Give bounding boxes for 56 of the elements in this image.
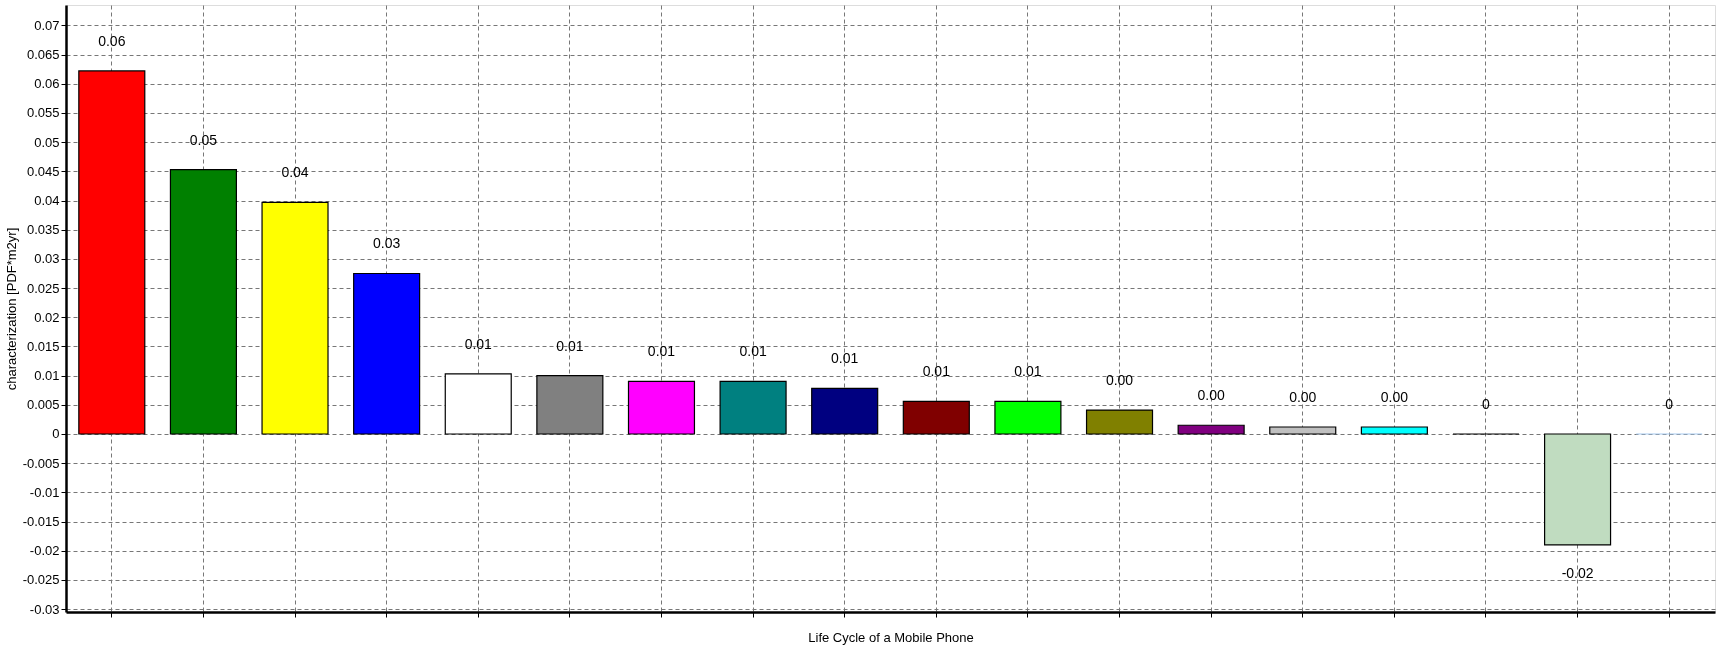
data-label: 0.06 xyxy=(98,32,126,49)
data-label: 0.01 xyxy=(922,363,951,380)
y-tick-label: -0.005 xyxy=(22,455,60,471)
y-tick-label: 0.045 xyxy=(26,163,60,179)
y-tick-label: 0.07 xyxy=(34,17,60,33)
y-tick-label: 0 xyxy=(52,426,60,442)
y-tick-label: 0.065 xyxy=(26,47,60,63)
bar xyxy=(1544,433,1612,546)
y-tick-label: -0.025 xyxy=(22,572,60,588)
bar xyxy=(1269,426,1337,435)
y-tick-label: 0.04 xyxy=(34,193,60,209)
bar xyxy=(353,272,421,435)
data-label: -0.02 xyxy=(1561,564,1594,581)
bar xyxy=(1177,424,1245,435)
y-tick-label: -0.015 xyxy=(22,514,60,530)
data-label: 0.01 xyxy=(739,343,767,360)
data-label: 0.01 xyxy=(831,350,859,367)
y-tick-label: 0.05 xyxy=(34,134,60,150)
x-axis-title: Life Cycle of a Mobile Phone xyxy=(808,630,974,645)
data-label: 0.01 xyxy=(556,337,584,354)
y-tick-label: 0.015 xyxy=(26,338,60,354)
bar xyxy=(444,373,512,435)
y-tick-label: 0.055 xyxy=(26,105,60,121)
data-label: 0 xyxy=(1482,395,1491,412)
bar xyxy=(627,380,696,435)
bar xyxy=(719,380,787,435)
data-label: 0.00 xyxy=(1105,372,1134,389)
y-axis-title: characterization [PDF*m2yr] xyxy=(3,227,19,391)
bar xyxy=(811,387,879,435)
bar xyxy=(169,168,237,435)
data-label: 0.01 xyxy=(647,343,676,360)
data-label: 0.00 xyxy=(1197,387,1225,404)
y-tick-label: -0.01 xyxy=(29,484,60,500)
bar xyxy=(902,400,970,435)
y-tick-label: 0.025 xyxy=(26,280,60,296)
bar xyxy=(1360,426,1428,435)
y-tick-label: 0.06 xyxy=(34,76,60,92)
y-tick-label: -0.03 xyxy=(29,601,60,617)
bar xyxy=(261,201,329,435)
data-label: 0.05 xyxy=(189,131,218,148)
y-tick-label: 0.005 xyxy=(26,397,60,413)
data-label: 0.00 xyxy=(1380,388,1409,405)
data-label: 0.03 xyxy=(373,235,401,252)
y-tick-label: 0.02 xyxy=(34,309,60,325)
data-label: 0.01 xyxy=(1014,363,1042,380)
data-label: 0.04 xyxy=(281,164,309,181)
bar xyxy=(1085,409,1154,435)
data-label: 0.00 xyxy=(1289,388,1317,405)
y-tick-label: 0.01 xyxy=(34,368,60,384)
y-tick-label: -0.02 xyxy=(29,543,60,559)
data-label: 0 xyxy=(1665,395,1674,412)
data-label: 0.01 xyxy=(464,335,493,352)
y-tick-label: 0.03 xyxy=(34,251,60,267)
y-tick-label: 0.035 xyxy=(26,222,60,238)
bar xyxy=(78,70,146,435)
bar xyxy=(994,400,1062,435)
